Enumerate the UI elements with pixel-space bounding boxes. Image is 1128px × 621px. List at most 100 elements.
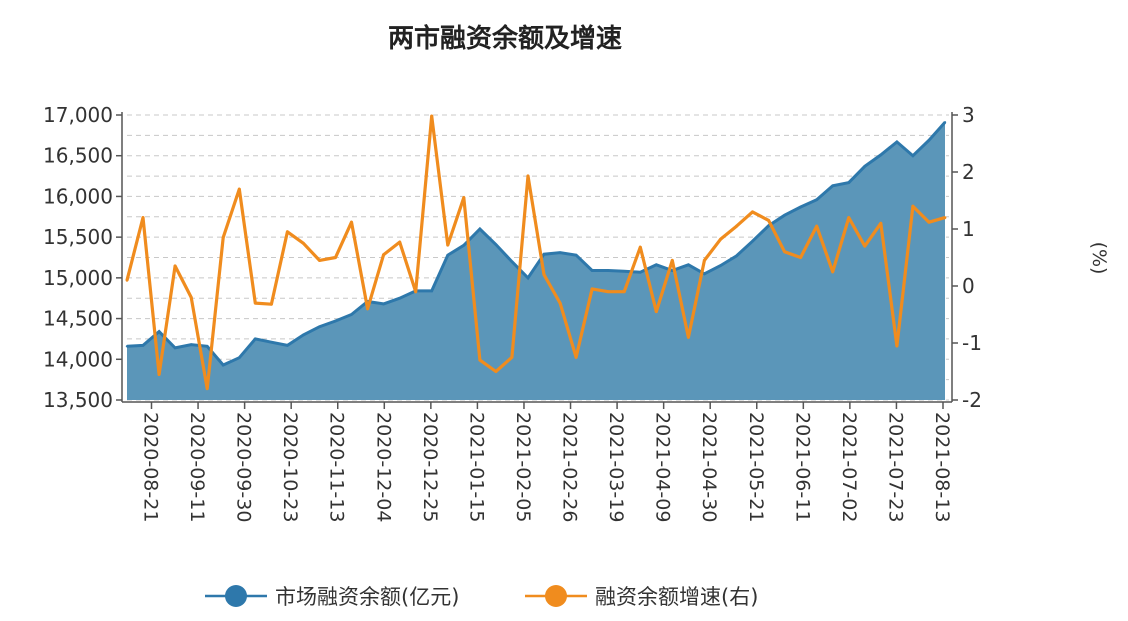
balance-point <box>623 270 626 273</box>
balance-point <box>558 251 562 254</box>
growth-point <box>799 256 802 259</box>
balance-point <box>334 319 337 323</box>
balance-point <box>542 253 546 256</box>
x-tick-label: 2021-08-13 <box>931 412 953 522</box>
right-tick-label: -1 <box>962 331 982 355</box>
balance-point <box>590 269 594 272</box>
balance-point <box>222 363 225 367</box>
x-tick-label: 2021-07-02 <box>838 412 860 522</box>
growth-point <box>767 219 770 222</box>
x-tick-label: 2020-12-04 <box>372 412 394 522</box>
growth-point <box>911 204 915 208</box>
balance-point <box>847 181 850 184</box>
balance-point <box>735 254 738 258</box>
growth-point <box>879 221 883 225</box>
balance-point <box>190 343 193 346</box>
right-axis-unit: (%) <box>1088 242 1110 275</box>
growth-point <box>622 290 626 294</box>
growth-point <box>189 296 193 299</box>
legend-label: 市场融资余额(亿元) <box>275 585 459 609</box>
balance-point <box>719 264 722 267</box>
balance-point <box>206 345 209 348</box>
balance-point <box>911 154 915 157</box>
growth-point <box>638 245 642 249</box>
balance-point <box>350 313 353 316</box>
growth-point <box>221 236 225 239</box>
balance-point <box>318 325 321 328</box>
x-tick-label: 2020-08-21 <box>140 412 162 522</box>
balance-point <box>446 253 449 257</box>
balance-point <box>173 346 177 350</box>
growth-point <box>157 373 161 376</box>
right-axis-ticks: 3 2 1 0 -1 -2 <box>952 103 982 412</box>
growth-point <box>141 216 145 220</box>
right-tick-label: 3 <box>962 103 975 127</box>
growth-point <box>895 344 899 348</box>
balance-point <box>783 214 786 217</box>
growth-point <box>542 273 546 276</box>
left-tick-label: 17,000 <box>43 103 113 127</box>
legend[interactable]: 市场融资余额(亿元) 融资余额增速(右) <box>205 585 758 609</box>
growth-point <box>125 278 129 282</box>
balance-point <box>270 341 273 344</box>
growth-point <box>558 301 562 305</box>
chart-title: 两市融资余额及增速 <box>388 23 622 54</box>
growth-point <box>943 216 947 220</box>
growth-point <box>430 114 434 118</box>
growth-point <box>478 358 482 362</box>
line-layer <box>125 114 947 391</box>
growth-point <box>574 355 578 359</box>
balance-point <box>703 272 706 275</box>
growth-point <box>494 370 498 373</box>
growth-point <box>670 259 674 262</box>
left-tick-label: 13,500 <box>43 388 113 412</box>
balance-point <box>141 344 145 347</box>
x-tick-label: 2021-07-23 <box>884 412 906 522</box>
x-tick-label: 2021-04-30 <box>698 412 720 522</box>
left-tick-label: 14,000 <box>43 347 113 371</box>
balance-point <box>510 260 514 263</box>
growth-line <box>125 114 946 391</box>
balance-point <box>526 276 530 280</box>
balance-point <box>863 165 866 168</box>
growth-point <box>863 244 867 248</box>
legend-marker <box>225 585 247 607</box>
growth-point <box>815 224 819 228</box>
growth-point <box>398 240 402 244</box>
x-tick-label: 2021-05-21 <box>745 412 767 522</box>
balance-point <box>943 121 947 124</box>
growth-point <box>350 220 353 224</box>
right-tick-label: 0 <box>962 274 975 298</box>
balance-point <box>238 356 241 359</box>
growth-point <box>366 307 369 311</box>
growth-point <box>253 301 257 305</box>
left-tick-label: 15,000 <box>43 266 113 290</box>
left-tick-label: 15,500 <box>43 225 113 249</box>
x-tick-label: 2020-10-23 <box>279 412 301 522</box>
left-tick-label: 14,500 <box>43 307 113 331</box>
growth-point <box>847 216 851 220</box>
balance-point <box>927 139 931 142</box>
growth-point <box>751 210 754 214</box>
balance-area-edge <box>126 121 947 367</box>
balance-point <box>286 344 289 347</box>
balance-point <box>125 345 129 348</box>
growth-point <box>205 387 209 390</box>
balance-point <box>751 240 754 243</box>
growth-point <box>927 220 931 224</box>
x-tick-label: 2020-11-13 <box>326 412 348 522</box>
balance-point <box>639 271 642 274</box>
x-tick-label: 2020-09-30 <box>233 412 255 522</box>
balance-point <box>478 227 482 231</box>
legend-marker <box>545 585 567 607</box>
growth-point <box>318 259 321 262</box>
left-axis-ticks: 17,000 16,500 16,000 15,500 15,000 14,500 14,0… <box>43 103 122 412</box>
balance-point <box>302 333 305 337</box>
growth-point <box>783 250 786 254</box>
growth-point <box>590 287 594 291</box>
balance-point <box>382 302 385 306</box>
balance-point <box>157 330 161 333</box>
growth-point <box>382 253 385 257</box>
balance-point <box>815 198 818 201</box>
growth-point <box>173 264 177 268</box>
